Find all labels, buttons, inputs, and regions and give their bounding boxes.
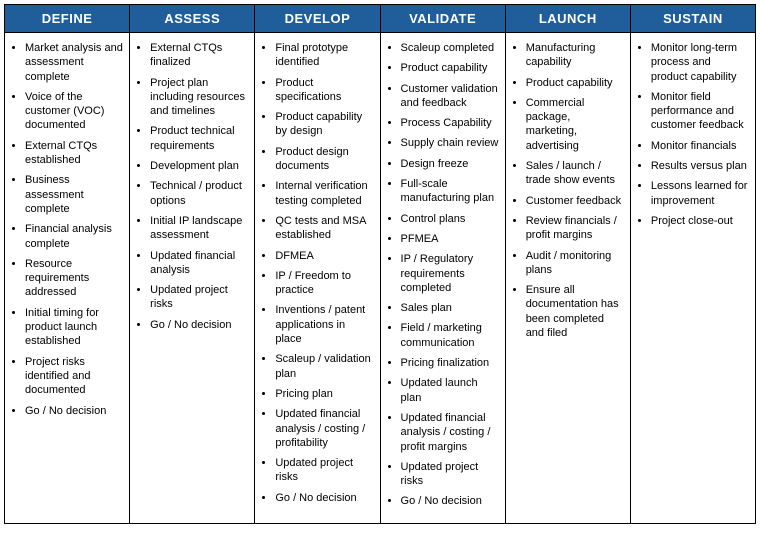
phase-item: Pricing finalization [401,356,501,370]
phase-item: Audit / monitoring plans [526,249,626,278]
phase-item: Ensure all documentation has been comple… [526,283,626,340]
phase-item: Control plans [401,212,501,226]
phase-item-list: Final prototype identified Product specif… [259,41,375,505]
phase-item: IP / Freedom to practice [275,269,375,298]
phase-body: Scaleup completed Product capability Custo… [381,33,505,523]
phase-item: DFMEA [275,249,375,263]
phase-table: DEFINE Market analysis and assessment com… [4,4,756,524]
phase-item: External CTQs finalized [150,41,250,70]
phase-column: ASSESS External CTQs finalized Project pla… [130,5,255,523]
phase-column: DEVELOP Final prototype identified Product… [255,5,380,523]
phase-header: VALIDATE [381,5,505,33]
phase-item: IP / Regulatory requirements completed [401,252,501,295]
phase-header: ASSESS [130,5,254,33]
phase-item: Full-scale manufacturing plan [401,177,501,206]
phase-item: Internal verification testing completed [275,179,375,208]
phase-item: Go / No decision [150,318,250,332]
phase-item: Design freeze [401,157,501,171]
phase-item: External CTQs established [25,139,125,168]
phase-item: Market analysis and assessment complete [25,41,125,84]
phase-item: Monitor field performance and customer f… [651,90,751,133]
phase-item: Updated launch plan [401,376,501,405]
phase-item: Process Capability [401,116,501,130]
phase-item: Pricing plan [275,387,375,401]
phase-item: Product design documents [275,145,375,174]
phase-item: Initial IP landscape assessment [150,214,250,243]
phase-item: QC tests and MSA established [275,214,375,243]
phase-item: Go / No decision [275,491,375,505]
phase-item: Scaleup / validation plan [275,352,375,381]
phase-item: Final prototype identified [275,41,375,70]
phase-item: Monitor financials [651,139,751,153]
phase-item-list: Manufacturing capability Product capabili… [510,41,626,340]
phase-item: Product capability [401,61,501,75]
phase-item: Product technical requirements [150,124,250,153]
phase-item: Go / No decision [401,494,501,508]
phase-column: DEFINE Market analysis and assessment com… [5,5,130,523]
phase-item: Go / No decision [25,404,125,418]
phase-body: Market analysis and assessment complete V… [5,33,129,523]
phase-item: Field / marketing communication [401,321,501,350]
phase-item: Project close-out [651,214,751,228]
phase-header: DEVELOP [255,5,379,33]
phase-item: Product capability [526,76,626,90]
phase-item: Updated project risks [275,456,375,485]
phase-item: Lessons learned for improvement [651,179,751,208]
phase-item: Review financials / profit margins [526,214,626,243]
phase-item: Product specifications [275,76,375,105]
phase-body: External CTQs finalized Project plan incl… [130,33,254,523]
phase-body: Final prototype identified Product specif… [255,33,379,523]
phase-item: Customer feedback [526,194,626,208]
phase-item: Monitor long-term process and product ca… [651,41,751,84]
phase-item-list: External CTQs finalized Project plan incl… [134,41,250,332]
phase-header: SUSTAIN [631,5,755,33]
phase-header: DEFINE [5,5,129,33]
phase-item: Resource requirements addressed [25,257,125,300]
phase-item: Project plan including resources and tim… [150,76,250,119]
phase-column: LAUNCH Manufacturing capability Product ca… [506,5,631,523]
phase-item: PFMEA [401,232,501,246]
phase-item: Updated financial analysis / costing / p… [401,411,501,454]
phase-item-list: Monitor long-term process and product ca… [635,41,751,228]
phase-item: Supply chain review [401,136,501,150]
phase-item: Business assessment complete [25,173,125,216]
phase-item: Updated project risks [401,460,501,489]
phase-item: Updated project risks [150,283,250,312]
phase-item: Manufacturing capability [526,41,626,70]
phase-item: Results versus plan [651,159,751,173]
phase-item: Customer validation and feedback [401,82,501,111]
phase-item: Financial analysis complete [25,222,125,251]
phase-item: Sales / launch / trade show events [526,159,626,188]
phase-body: Monitor long-term process and product ca… [631,33,755,523]
phase-column: SUSTAIN Monitor long-term process and pro… [631,5,756,523]
phase-body: Manufacturing capability Product capabili… [506,33,630,523]
phase-item-list: Market analysis and assessment complete V… [9,41,125,418]
phase-column: VALIDATE Scaleup completed Product capabil… [381,5,506,523]
phase-item-list: Scaleup completed Product capability Custo… [385,41,501,509]
phase-item: Updated financial analysis / costing / p… [275,407,375,450]
phase-item: Voice of the customer (VOC) documented [25,90,125,133]
phase-item: Updated financial analysis [150,249,250,278]
phase-item: Initial timing for product launch establ… [25,306,125,349]
phase-item: Product capability by design [275,110,375,139]
phase-header: LAUNCH [506,5,630,33]
phase-item: Development plan [150,159,250,173]
phase-item: Project risks identified and documented [25,355,125,398]
phase-item: Technical / product options [150,179,250,208]
phase-item: Inventions / patent applications in plac… [275,303,375,346]
phase-item: Scaleup completed [401,41,501,55]
phase-item: Sales plan [401,301,501,315]
phase-item: Commercial package, marketing, advertisi… [526,96,626,153]
